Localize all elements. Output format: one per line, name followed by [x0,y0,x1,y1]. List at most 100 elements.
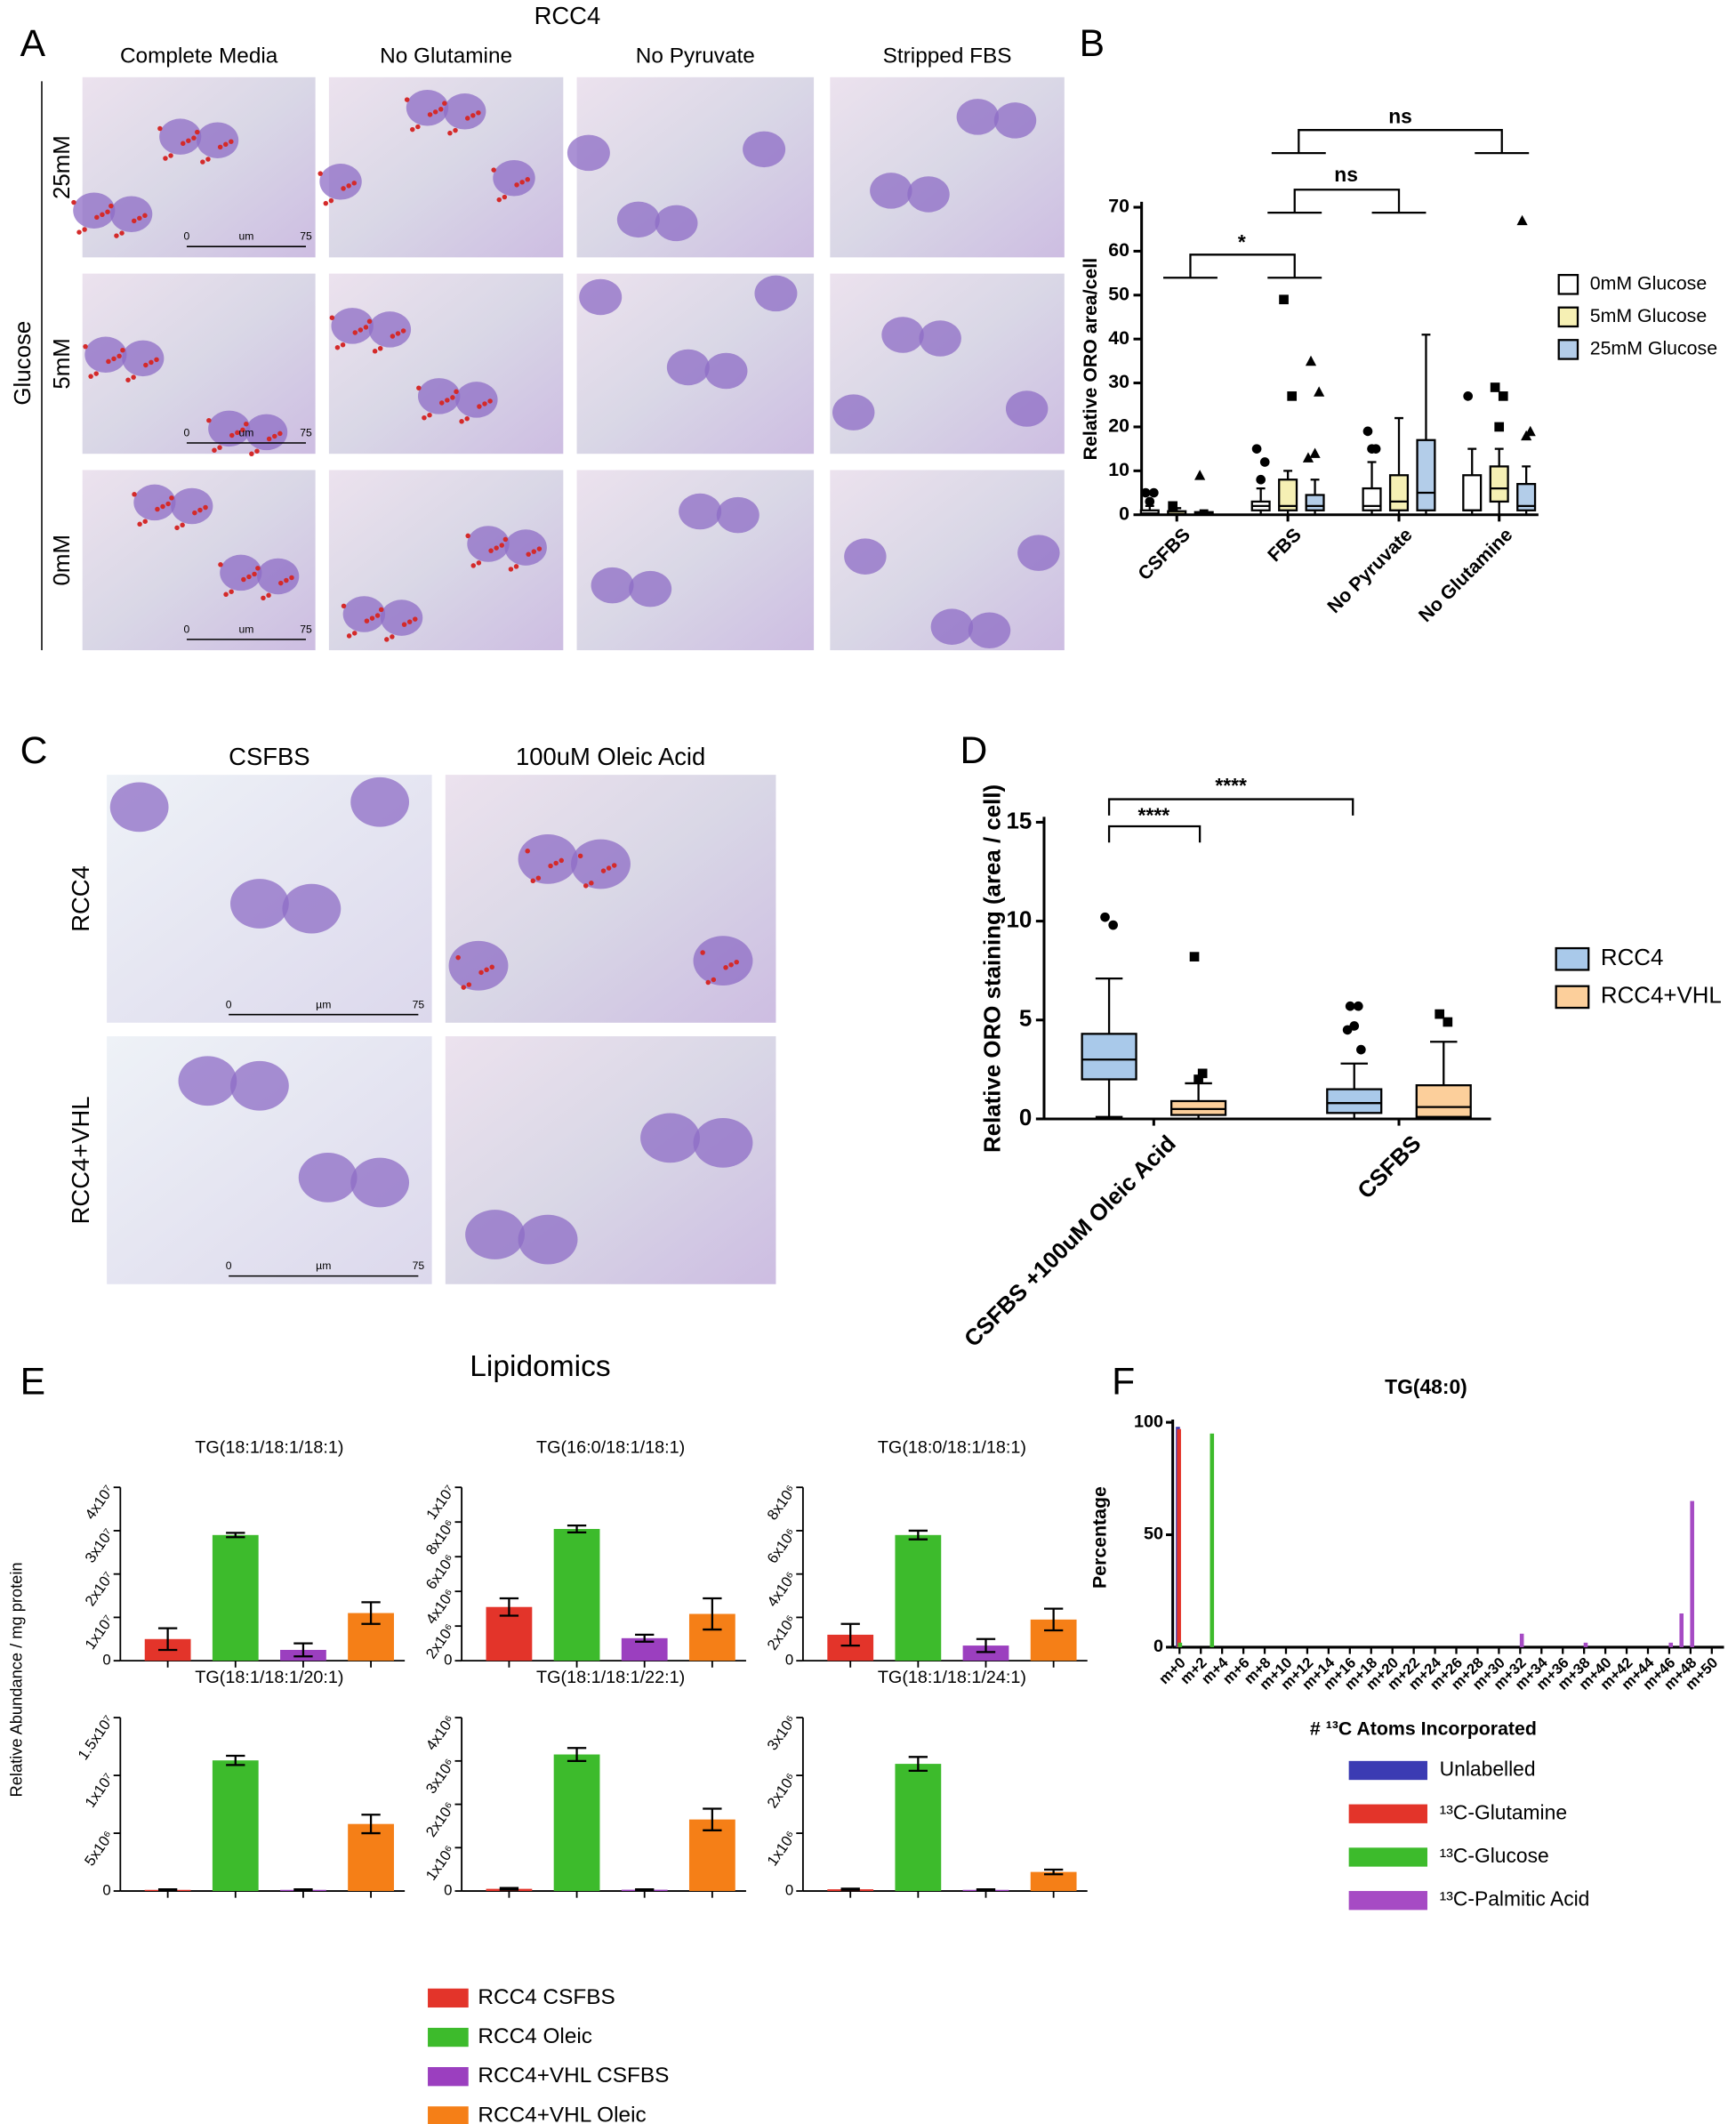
scale-label: 0 [226,1259,232,1272]
significance-bracket [1107,825,1202,843]
outlier [1521,430,1532,441]
column-label: CSFBS [229,743,309,770]
lipid-droplet [535,875,542,881]
lipid-droplet [246,574,252,580]
y-tick-label: 20 [1108,415,1129,437]
x-axis-label: # ¹³C Atoms Incorporated [1310,1718,1537,1739]
lipid-droplet [218,562,223,567]
whisker-high [1310,479,1320,495]
legend-swatch [428,2106,469,2124]
lipid-droplet [470,113,476,118]
bar [962,1645,1009,1661]
cell-nucleus [380,599,423,636]
legend-swatch [428,2067,469,2087]
cell-nucleus [406,89,449,126]
bar [348,1823,394,1892]
outlier [1279,294,1289,305]
bar [1690,1500,1694,1647]
cell-nucleus [417,378,461,414]
legend-label: RCC4 Oleic [478,2024,592,2048]
x-tick-label: CSFBS +100uM Oleic Acid [960,1131,1180,1352]
lipid-droplet [410,126,415,133]
cell-nucleus [968,612,1011,648]
cell-nucleus [666,349,710,386]
cell-nucleus [220,554,262,591]
box [1415,1084,1472,1118]
lipid-droplet [137,521,142,527]
significance-bracket [1298,129,1503,154]
outlier [1362,426,1373,437]
outlier [1149,487,1159,498]
legend-swatch [428,2027,469,2048]
panel-title: TG(18:1/18:1/20:1) [195,1668,343,1687]
scale-label: um [239,230,254,243]
column-label: Complete Media [120,44,278,68]
cell-nucleus [465,1210,526,1259]
cell-nucleus [629,570,672,607]
y-tick-label: 4x10⁷ [82,1482,117,1523]
bar [1519,1633,1524,1647]
cell-nucleus [919,320,961,357]
outlier [1100,912,1110,922]
lipid-droplet [186,138,191,143]
lipid-droplet [82,227,87,232]
lipid-droplet [137,215,142,221]
cell-nucleus [693,1118,753,1168]
lipid-droplet [142,519,148,524]
outlier [1494,422,1505,432]
lipid-droplet [525,177,530,182]
x-tick-label: CSFBS [1354,1131,1427,1204]
lipid-droplet [174,525,180,531]
micrograph [82,76,316,258]
whisker-high [1340,1062,1368,1090]
lipid-droplet [466,982,472,987]
lipid-droplet [519,180,525,185]
legend-label: 0mM Glucose [1590,272,1707,294]
cell-nucleus [455,382,498,418]
row-label: 5mM [50,338,75,389]
lipid-droplet [212,447,217,453]
lipid-droplet [464,416,470,422]
lipid-droplet [499,543,504,548]
legend-label: RCC4 CSFBS [478,1985,615,2009]
bar [688,1819,735,1892]
lipid-droplet [169,495,174,501]
lipid-droplet [329,315,335,320]
significance-bracket [1293,189,1401,213]
lipid-droplet [413,616,418,622]
lipid-droplet [496,197,502,203]
y-tick-label: 10 [1006,907,1032,932]
bar [212,1534,259,1661]
lipid-droplet [478,969,484,976]
outlier [1256,474,1266,485]
outlier [1194,470,1206,480]
lipid-droplet [254,448,260,454]
outlier [1194,1074,1203,1084]
error-bar [567,1524,587,1534]
x-tick-label: No Glutamine [1414,524,1516,626]
lipid-droplet [240,427,245,433]
lipid-droplet [272,433,277,439]
lipid-droplet [119,230,125,236]
x-tick-label: CSFBS [1134,524,1194,584]
panel-label: F [1112,1361,1135,1404]
lipid-droplet [606,865,612,871]
legend-swatch [1348,1891,1427,1911]
cell-nucleus [1017,535,1060,571]
lipid-droplet [427,412,432,418]
lipid-droplet [346,633,352,639]
outlier [1302,452,1314,463]
error-bar [226,1754,245,1766]
figure-title: RCC4 [534,2,601,29]
lipid-droplet [323,200,329,206]
bar [1177,1428,1181,1647]
lipid-droplet [341,603,347,609]
lipid-droplet [261,595,266,601]
cell-nucleus [84,336,127,374]
cell-nucleus [704,352,748,390]
lipid-droplet [477,404,482,409]
outlier [1287,391,1298,401]
box [1489,465,1509,503]
outlier [1140,487,1151,498]
significance-bracket [1107,798,1354,816]
